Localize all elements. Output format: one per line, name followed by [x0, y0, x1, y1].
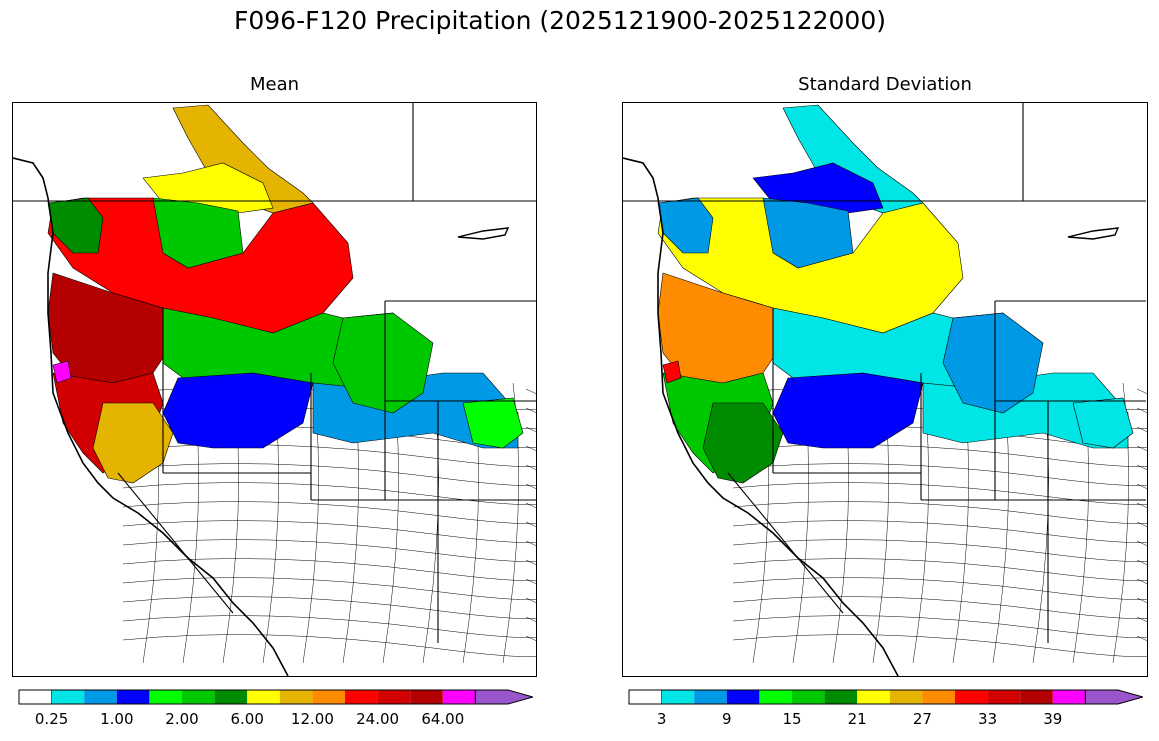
colorbar-segment	[628, 689, 663, 705]
basin-boundary-line	[122, 577, 536, 600]
basin-boundary-line	[732, 463, 1147, 486]
colorbar-tick-label: 27	[912, 710, 932, 728]
colorbar-segment	[661, 690, 695, 704]
mean-colorbar	[18, 689, 533, 705]
colorbar-segment	[955, 690, 988, 704]
basin-boundary-line	[732, 482, 1147, 505]
region-coast-range-magenta	[662, 360, 682, 384]
basin-boundary-line	[122, 501, 536, 524]
state-boundary	[117, 472, 234, 614]
lake-outline	[1067, 227, 1120, 240]
colorbar-segment	[51, 690, 85, 704]
colorbar-segment	[18, 689, 53, 705]
colorbar-segment	[377, 690, 411, 704]
colorbar-tick-label: 9	[722, 710, 732, 728]
colorbar-outline	[628, 689, 1086, 705]
region-colorado-north	[1072, 397, 1134, 449]
colorbar-segment	[247, 690, 280, 704]
colorbar-segment	[312, 690, 345, 704]
basin-boundary-line	[122, 463, 536, 486]
colorbar-segment	[279, 690, 313, 704]
coastline	[623, 157, 899, 676]
region-washington-cascades	[47, 197, 354, 334]
colorbar-segment	[792, 690, 825, 704]
colorbar-segment	[442, 690, 476, 704]
basin-boundary-line	[122, 615, 536, 638]
colorbar-tick-label: 0.25	[34, 710, 69, 728]
colorbar-segment	[182, 690, 215, 704]
std-map	[622, 102, 1148, 677]
basin-boundary-line	[732, 558, 1147, 581]
basin-boundary-line	[122, 482, 536, 505]
region-nevada-north	[772, 372, 924, 449]
colorbar-segment	[759, 690, 792, 704]
colorbar-tick-label: 24.00	[356, 710, 400, 728]
colorbar-segment	[824, 690, 858, 704]
colorbar-tick-label: 2.00	[165, 710, 199, 728]
colorbar-tick-label: 12.00	[290, 710, 334, 728]
colorbar-segment	[1020, 690, 1053, 704]
basin-boundary-line	[732, 577, 1147, 600]
std-colorbar	[628, 689, 1143, 705]
colorbar-segment	[149, 690, 182, 704]
panel-title-mean: Mean	[249, 74, 300, 95]
colorbar-segment	[987, 690, 1021, 704]
colorbar-segment	[889, 690, 923, 704]
region-wyoming-east	[942, 312, 1044, 414]
colorbar-tick-label: 6.00	[230, 710, 264, 728]
basin-boundary-line	[732, 539, 1147, 562]
colorbar-segment	[214, 690, 248, 704]
colorbar-segment	[345, 690, 378, 704]
basin-boundary-line	[122, 634, 536, 657]
colorbar-segment	[116, 690, 150, 704]
colorbar-tick-label: 15	[782, 710, 802, 728]
basin-boundary-line	[732, 596, 1147, 619]
colorbar-outline	[18, 689, 476, 705]
colorbar-extend-arrow	[474, 689, 533, 705]
region-washington-cascades	[657, 197, 964, 334]
mean-map	[12, 102, 537, 677]
basin-boundary-line	[122, 539, 536, 562]
region-sierra	[702, 402, 784, 484]
region-coast-range-magenta	[52, 360, 72, 384]
region-nevada-north	[162, 372, 314, 449]
panel-title-std: Standard Deviation	[798, 74, 972, 95]
basin-boundary-line	[732, 634, 1147, 657]
figure-title: F096-F120 Precipitation (2025121900-2025…	[233, 6, 886, 35]
basin-boundary-line	[122, 520, 536, 543]
region-colorado-north	[462, 397, 524, 449]
colorbar-segment	[410, 690, 443, 704]
colorbar-tick-label: 3	[656, 710, 667, 728]
basin-boundary-line	[122, 558, 536, 581]
basin-boundary-line	[732, 520, 1147, 543]
basin-boundary-line	[732, 615, 1147, 638]
region-sierra	[92, 402, 174, 484]
colorbar-segment	[857, 690, 890, 704]
basin-boundary-line	[732, 501, 1147, 524]
colorbar-extend-arrow	[1084, 689, 1143, 705]
region-wyoming-east	[332, 312, 434, 414]
colorbar-segment	[694, 690, 727, 704]
basin-boundary-line	[122, 596, 536, 619]
coastline	[13, 157, 289, 676]
colorbar-segment	[922, 690, 955, 704]
colorbar-tick-label: 33	[978, 710, 998, 728]
state-boundary	[727, 472, 844, 614]
colorbar-tick-label: 21	[847, 710, 867, 728]
colorbar-segment	[84, 690, 117, 704]
lake-outline	[457, 227, 510, 240]
colorbar-segment	[1052, 690, 1086, 704]
colorbar-tick-label: 1.00	[100, 710, 134, 728]
mean-map-canvas	[13, 103, 536, 676]
colorbar-tick-label: 39	[1043, 710, 1063, 728]
std-map-canvas	[623, 103, 1147, 676]
colorbar-tick-label: 64.00	[421, 710, 465, 728]
colorbar-segment	[726, 690, 760, 704]
